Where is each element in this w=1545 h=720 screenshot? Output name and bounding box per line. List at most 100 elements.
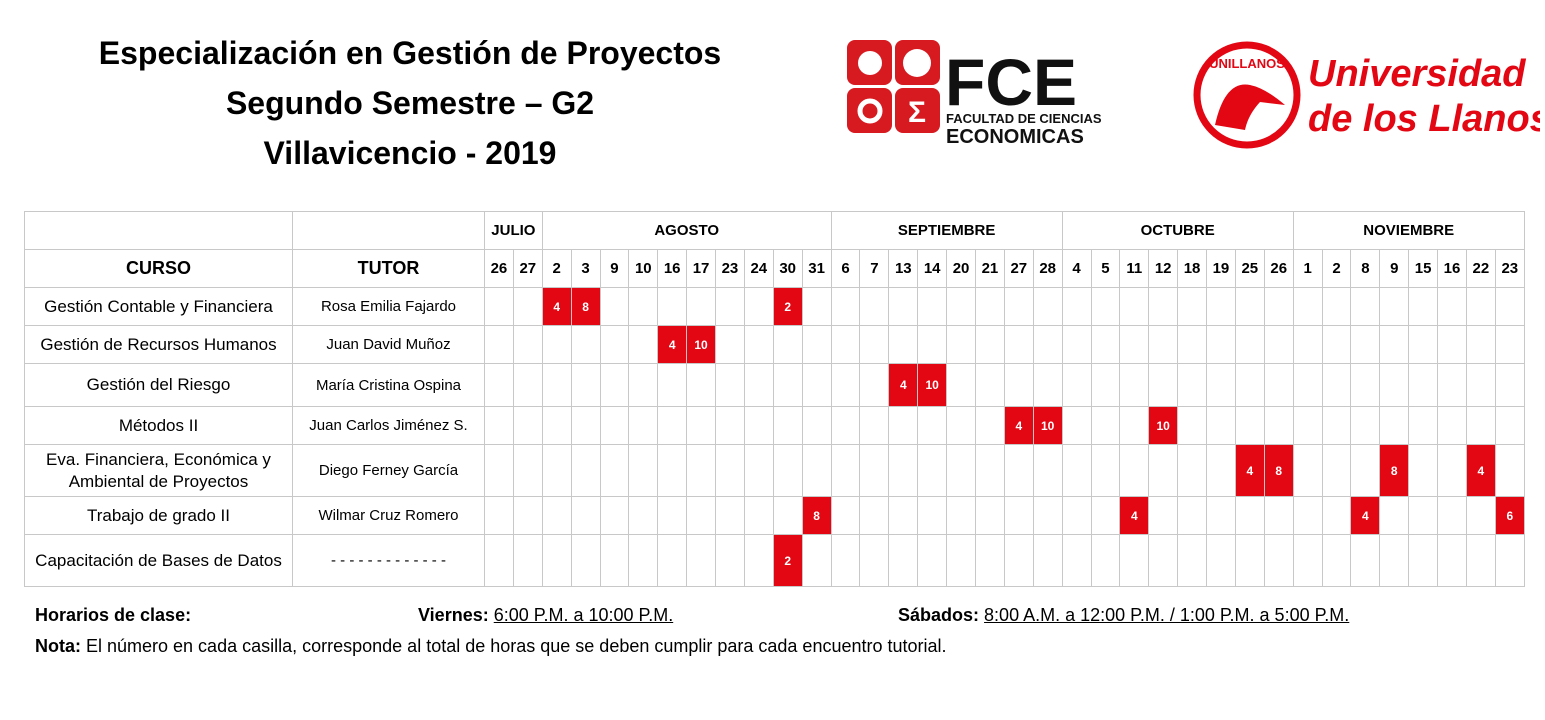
empty-cell [715,325,745,364]
hours-cell: 10 [1148,406,1179,445]
empty-cell [715,496,745,535]
hours-cell: 10 [686,325,716,364]
empty-cell [541,406,572,445]
empty-cell [484,496,514,535]
day: 4 [1061,249,1092,288]
course-row: Trabajo de grado II Wilmar Cruz Romero 8 4 4… [24,496,1525,535]
empty-cell [830,287,861,326]
empty-cell [1321,406,1352,445]
course-row: Gestión de Recursos Humanos Juan David Mu… [24,325,1525,364]
empty-cell [946,534,976,587]
hours-cell: 8 [1263,444,1294,497]
empty-cell [974,325,1005,364]
empty-cell [1234,534,1265,587]
day: 30 [772,249,803,288]
uni-line: de los Llanos [1308,98,1540,140]
empty-cell [512,444,543,497]
empty-cell [1321,325,1352,364]
schedule-label: Horarios de clase: [35,605,191,626]
empty-cell [830,534,861,587]
empty-cell [541,534,572,587]
hours-cell: 2 [772,287,803,326]
empty-cell [1350,534,1381,587]
empty-cell [1408,325,1439,364]
empty-cell [1350,444,1381,497]
empty-cell [888,325,919,364]
day: 20 [946,249,976,288]
empty-cell [1206,287,1236,326]
day: 5 [1090,249,1121,288]
empty-cell [1437,496,1467,535]
empty-cell [1321,534,1352,587]
empty-cell [1379,363,1410,407]
course-row: Métodos II Juan Carlos Jiménez S. 4 10 10 [24,406,1525,445]
day: 28 [1032,249,1063,288]
empty-cell [570,363,601,407]
empty-cell [743,534,774,587]
fce-logo: Σ FCE FACULTAD DE CIENCIAS ECONOMICAS [847,40,1102,148]
empty-cell [1003,325,1034,364]
day: 8 [1350,249,1381,288]
empty-cell [512,534,543,587]
time: 6:00 P.M. a 10:00 P.M. [493,605,674,625]
empty-cell [1321,287,1352,326]
empty-cell [801,406,832,445]
empty-cell [1494,363,1525,407]
empty-cell [830,363,861,407]
empty-cell [1408,363,1439,407]
empty-cell [859,444,890,497]
empty-cell [859,287,890,326]
empty-cell [1494,444,1525,497]
empty-cell [1379,287,1410,326]
empty-cell [512,406,543,445]
saturday: Sábados: 8:00 A.M. a 12:00 P.M. / 1:00 P… [898,605,1349,626]
empty-cell [974,534,1005,587]
empty-cell [743,325,774,364]
note: Nota: El número en cada casilla, corresp… [35,636,947,657]
empty-cell [657,534,688,587]
empty-cell [743,496,774,535]
empty-cell [1206,534,1236,587]
empty-cell [599,496,630,535]
empty-cell [1263,406,1294,445]
tutor: Juan Carlos Jiménez S. [292,406,485,445]
tutor: Juan David Muñoz [292,325,485,364]
schedule-table: JULIO AGOSTO SEPTIEMBRE OCTUBRE NOVIEMBRE CUR… [24,211,1525,587]
empty-cell [1032,496,1063,535]
course: Métodos II [24,406,293,445]
day: 9 [599,249,630,288]
empty-cell [1350,325,1381,364]
hours-cell: 4 [1465,444,1496,497]
empty-cell [657,444,688,497]
empty-cell [1465,325,1496,364]
empty-cell [830,444,861,497]
hours-cell: 4 [1003,406,1034,445]
empty-cell [859,325,890,364]
empty-cell [1061,496,1092,535]
empty-cell [628,406,659,445]
empty-cell [512,325,543,364]
empty-cell [1379,406,1410,445]
empty-cell [1206,496,1236,535]
empty-cell [801,287,832,326]
empty-cell [1321,444,1352,497]
day: 14 [917,249,948,288]
empty-cell [1494,325,1525,364]
day: 23 [1494,249,1525,288]
empty-cell [512,363,543,407]
course: Trabajo de grado II [24,496,293,535]
empty-cell [657,287,688,326]
empty-cell [1437,534,1467,587]
empty-cell [657,406,688,445]
empty-cell [830,406,861,445]
fce-name: FCE [945,45,1077,119]
empty-cell [512,496,543,535]
empty-cell [628,534,659,587]
empty-cell [1090,534,1121,587]
empty-cell [1465,406,1496,445]
empty-cell [1234,363,1265,407]
empty-cell [1292,406,1323,445]
logos: Σ FCE FACULTAD DE CIENCIAS ECONOMICAS UN… [847,40,1540,149]
empty-cell [599,325,630,364]
